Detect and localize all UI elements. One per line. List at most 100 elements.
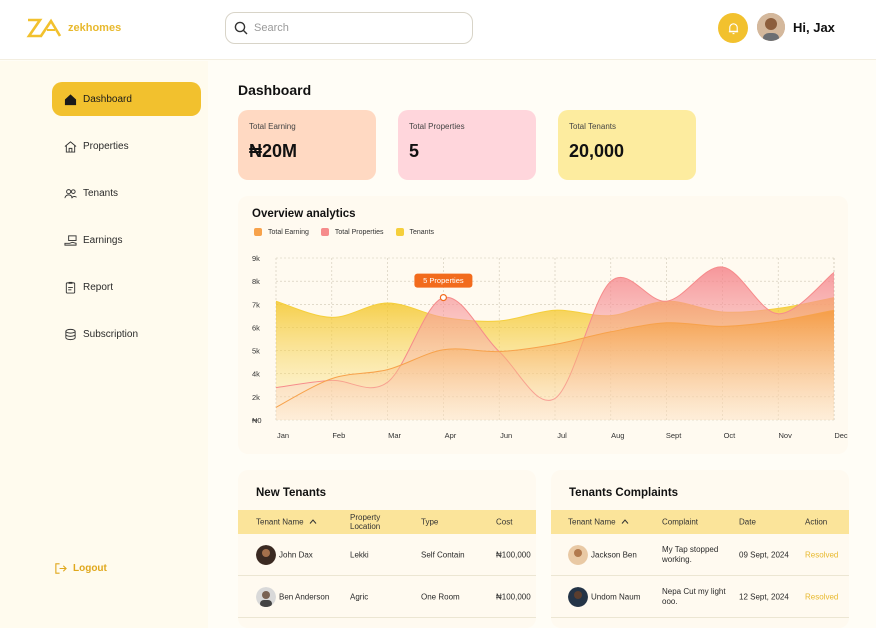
overview-analytics-panel: Overview analytics Total Earning Total P… <box>238 196 848 454</box>
sidebar-item-label: Subscription <box>83 328 139 340</box>
legend-label: Total Properties <box>334 228 384 236</box>
table-row[interactable]: John Dax Lekki Self Contain ₦100,000 <box>238 534 536 576</box>
stat-value: 20,000 <box>569 141 625 161</box>
brand-logo[interactable]: zekhomes <box>26 17 121 39</box>
sidebar-item-label: Earnings <box>83 234 123 246</box>
x-tick-label: Sept <box>666 431 682 440</box>
sidebar-item-tenants[interactable]: Tenants <box>52 176 201 210</box>
new-tenants-panel: New Tenants Tenant Name Property Locatio… <box>238 470 536 628</box>
stat-card-total-properties[interactable]: Total Properties 5 <box>398 110 536 180</box>
avatar <box>568 586 588 607</box>
column-header-cost: Cost <box>496 517 513 527</box>
complaint-text: Nepa Cut my light ooo. <box>662 586 726 606</box>
tenant-name: Ben Anderson <box>279 592 330 601</box>
chevron-up-icon <box>621 519 629 524</box>
x-axis: Jan Feb Mar Apr Jun Jul Aug Sept Oct Nov Dec <box>277 431 848 440</box>
column-header-property-location: Property Location <box>350 513 381 531</box>
analytics-title: Overview analytics <box>252 208 356 220</box>
sidebar-item-properties[interactable]: Properties <box>52 129 201 163</box>
users-icon <box>64 188 77 198</box>
column-header-action: Action <box>805 517 828 527</box>
x-tick-label: Apr <box>445 431 457 440</box>
x-tick-label: Dec <box>834 431 848 440</box>
column-header-label: Tenant Name <box>256 517 304 527</box>
chart-tooltip: 5 Properties <box>414 273 473 302</box>
y-tick-label: 8k <box>252 277 260 286</box>
legend-item-total-earning[interactable]: Total Earning <box>254 228 309 236</box>
avatar <box>256 586 276 607</box>
column-header-tenant-name[interactable]: Tenant Name <box>256 518 317 527</box>
resolved-status[interactable]: Resolved <box>805 550 839 559</box>
series-area <box>276 310 834 420</box>
logout-label: Logout <box>73 563 107 574</box>
tenant-name: John Dax <box>279 550 313 559</box>
search-box[interactable] <box>225 12 473 44</box>
column-header-tenant-name[interactable]: Tenant Name <box>568 518 629 527</box>
legend-label: Tenants <box>409 228 435 236</box>
legend-swatch <box>395 228 404 236</box>
x-tick-label: Mar <box>388 431 401 440</box>
x-tick-label: Nov <box>779 431 793 440</box>
stat-label: Total Earning <box>249 122 296 131</box>
resolved-status[interactable]: Resolved <box>805 592 839 601</box>
y-tick-label: 7k <box>252 300 260 309</box>
table-row[interactable]: Undom Naum Nepa Cut my light ooo. 12 Sep… <box>551 576 849 618</box>
stat-label: Total Tenants <box>569 122 616 131</box>
search-icon <box>234 21 248 35</box>
sidebar-item-label: Tenants <box>83 187 119 199</box>
notification-button[interactable] <box>718 13 748 43</box>
property-type: Self Contain <box>421 550 465 559</box>
stat-value: ₦20M <box>249 141 298 161</box>
y-tick-label: 6k <box>252 323 260 332</box>
stat-card-total-tenants[interactable]: Total Tenants 20,000 <box>558 110 696 180</box>
cost: ₦100,000 <box>496 550 531 559</box>
x-tick-label: Jul <box>557 431 567 440</box>
sidebar-item-label: Report <box>83 281 114 293</box>
legend-label: Total Earning <box>268 228 309 236</box>
sidebar-item-report[interactable]: Report <box>52 270 201 304</box>
panel-title: New Tenants <box>256 487 327 499</box>
panel-title: Tenants Complaints <box>569 487 679 499</box>
avatar <box>256 544 276 565</box>
chart-legend: Total Earning Total Properties Tenants <box>254 228 434 236</box>
column-header-date: Date <box>739 517 756 527</box>
sidebar-item-label: Properties <box>83 140 129 152</box>
complaint-text: My Tap stopped working. <box>662 544 719 564</box>
sidebar-item-earnings[interactable]: Earnings <box>52 223 201 257</box>
sidebar-item-subscription[interactable]: Subscription <box>52 317 201 351</box>
legend-item-tenants[interactable]: Tenants <box>395 228 435 236</box>
y-tick-label: ₦0 <box>252 416 262 425</box>
complaint-date: 09 Sept, 2024 <box>739 550 789 559</box>
cost: ₦100,000 <box>496 592 531 601</box>
legend-swatch <box>254 228 262 236</box>
brand-name: zekhomes <box>68 22 122 34</box>
complaint-date: 12 Sept, 2024 <box>739 592 789 601</box>
series-line <box>275 309 835 408</box>
tooltip-text: 5 Properties <box>423 276 464 285</box>
legend-item-total-properties[interactable]: Total Properties <box>320 228 384 236</box>
y-tick-label: 5k <box>252 347 260 356</box>
y-tick-label: 2k <box>252 393 260 402</box>
stat-card-total-earning[interactable]: Total Earning ₦20M <box>238 110 376 180</box>
table-row[interactable]: Ben Anderson Agric One Room ₦100,000 <box>238 576 536 618</box>
user-avatar-image <box>757 13 785 41</box>
stat-value: 5 <box>409 141 420 161</box>
zekhomes-logo-icon <box>26 18 62 38</box>
property-location: Lekki <box>350 550 369 559</box>
sidebar-item-label: Dashboard <box>83 93 132 105</box>
series-total-earning <box>275 309 835 420</box>
logout-icon <box>55 563 67 574</box>
search-input[interactable] <box>254 22 454 34</box>
legend-swatch <box>320 228 329 236</box>
clipboard-icon <box>65 281 76 294</box>
user-avatar[interactable] <box>757 13 785 41</box>
table-row[interactable]: Jackson Ben My Tap stopped working. 09 S… <box>551 534 849 576</box>
logout-button[interactable]: Logout <box>54 562 107 575</box>
user-greeting: Hi, Jax <box>793 20 835 35</box>
page-title: Dashboard <box>238 82 312 98</box>
x-tick-label: Feb <box>332 431 345 440</box>
y-tick-label: 9k <box>252 254 260 263</box>
coins-icon <box>65 328 76 340</box>
overview-area-chart[interactable]: ₦0 2k 4k 5k 6k 7k 8k 9k Jan Feb Mar Apr Jun Jul Aug Se… <box>238 196 848 454</box>
sidebar-item-dashboard[interactable]: Dashboard <box>52 82 201 116</box>
